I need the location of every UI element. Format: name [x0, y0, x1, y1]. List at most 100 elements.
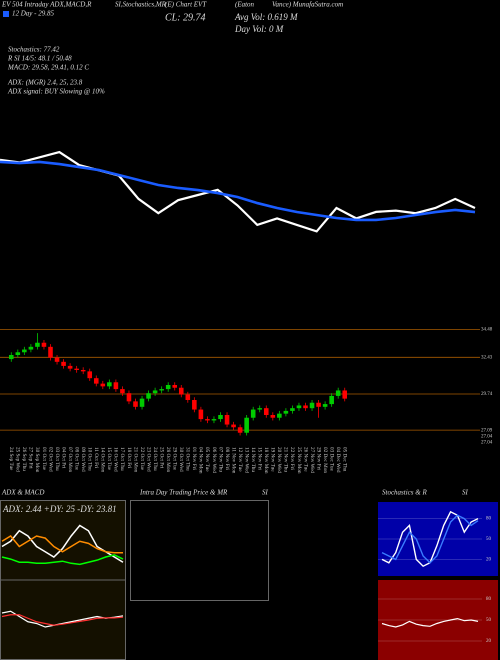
candle-body: [133, 401, 138, 407]
candle-body: [211, 419, 217, 421]
stat: R SI 14/5: 48.1 / 50.48: [7, 55, 72, 63]
candle-body: [100, 383, 106, 387]
adx-stat: ADX signal: BUY Slowing @ 10%: [7, 88, 105, 96]
candle-body: [277, 413, 282, 418]
x-tick-label: 21 Oct Mon: [132, 447, 138, 472]
candle-body: [54, 357, 60, 362]
candle-body: [8, 355, 14, 360]
header-text: EV 504 Intraday ADX,MACD,R: [1, 1, 92, 9]
x-tick-label: 14 Nov Thu: [250, 447, 256, 472]
candle-body: [263, 408, 269, 415]
candle-body: [205, 419, 210, 421]
x-tick-label: 31 Oct Thu: [185, 447, 191, 471]
stat: MACD: 29.58, 29.41, 0.12 C: [7, 64, 89, 72]
candle-body: [244, 417, 249, 433]
series-line: [1, 554, 124, 566]
x-tick-label: 11 Nov Mon: [230, 447, 236, 474]
avg-vol: Avg Vol: 0.619 M: [234, 12, 298, 22]
x-tick-label: 23 Oct Wed: [145, 447, 151, 472]
candle-body: [15, 352, 21, 355]
candle-body: [329, 395, 334, 405]
candle-body: [35, 342, 40, 347]
y-tick-label: 29.74: [481, 392, 493, 397]
panel-subtitle: ADX: 2.44 +DY: 25 -DY: 23.81: [2, 504, 117, 514]
x-tick-label: 12 Nov Tue: [237, 447, 243, 472]
x-tick-label: 01 Oct Tue: [41, 447, 47, 471]
x-tick-label: 21 Nov Thu: [283, 447, 289, 472]
day-vol: Day Vol: 0 M: [234, 24, 284, 34]
x-tick-label: 06 Nov Wed: [211, 447, 217, 473]
candle-body: [48, 346, 53, 358]
candle-body: [61, 361, 66, 366]
x-tick-label: 25 Oct Fri: [158, 447, 164, 469]
x-tick-label: 08 Oct Tue: [73, 447, 79, 471]
x-tick-label: 15 Oct Tue: [106, 447, 112, 471]
x-tick-label: 20 Nov Wed: [276, 447, 282, 473]
candle-body: [165, 385, 171, 390]
series-line: [1, 535, 123, 554]
candle-body: [22, 349, 27, 353]
stat: Stochastics: 77.42: [8, 46, 60, 54]
candle-body: [198, 409, 204, 420]
x-tick-label: 18 Oct Fri: [126, 447, 132, 469]
candle-body: [74, 368, 79, 370]
candle-body: [192, 400, 197, 410]
x-tick-label: 15 Nov Fri: [257, 447, 263, 470]
x-tick-label: 04 Dec Wed: [335, 447, 341, 473]
panel-title: Intra Day Trading Price & MR: [139, 489, 228, 497]
x-tick-label: 26 Nov Tue: [302, 447, 308, 472]
candle-body: [87, 371, 93, 379]
x-tick-label: 19 Nov Tue: [270, 447, 276, 472]
y-tick-label: 50: [486, 537, 492, 542]
panel-title: Stochastics & R: [382, 489, 427, 497]
candle-body: [290, 408, 295, 411]
x-tick-label: 27 Sep Fri: [28, 447, 34, 469]
candle-body: [159, 389, 164, 391]
x-tick-label: 24 Oct Thu: [152, 447, 158, 471]
candle-body: [185, 394, 191, 400]
x-tick-label: 03 Dec Tue: [328, 447, 334, 472]
series-line: [381, 617, 479, 628]
x-tick-label: 02 Dec Mon: [322, 447, 328, 473]
close-label: CL: 29.74: [165, 12, 206, 23]
panel-title: SI: [262, 489, 269, 497]
header-text: Vance) MunafaSutra.com: [272, 1, 343, 9]
candle-body: [218, 415, 223, 420]
intraday-panel: [130, 500, 269, 601]
y-tick-label: 80: [486, 597, 492, 602]
adx-stat: ADX: (MGR) 2.4, 25, 23.8: [7, 79, 83, 87]
candle-body: [224, 415, 230, 425]
candle-body: [250, 409, 256, 418]
series-line: [0, 150, 476, 233]
y-tick-label: 32.43: [481, 355, 493, 360]
candle-body: [139, 398, 145, 407]
candle-body: [303, 405, 308, 409]
candle-body: [120, 389, 125, 394]
candle-body: [335, 390, 341, 396]
x-tick-label: 03 Oct Thu: [54, 447, 60, 471]
candle-body: [237, 427, 243, 433]
x-tick-label: 24 Sep Tue: [8, 447, 14, 471]
x-tick-label: 25 Sep Wed: [15, 447, 21, 472]
panel-title: SI: [462, 489, 469, 497]
candle-body: [80, 370, 86, 372]
candle-body: [41, 342, 47, 347]
x-tick-label: 18 Nov Mon: [263, 447, 269, 474]
y-tick-label: 20: [486, 558, 492, 563]
x-tick-label: 30 Oct Wed: [178, 447, 184, 472]
candle-body: [309, 402, 315, 409]
x-tick-label: 28 Oct Mon: [165, 447, 171, 472]
stoch-panel: [378, 502, 498, 576]
rsi-panel: [378, 580, 498, 660]
candle-body: [28, 346, 34, 350]
candle-body: [231, 424, 236, 428]
ma-swatch: [3, 11, 9, 17]
candle-body: [152, 390, 158, 394]
x-tick-label: 04 Nov Mon: [198, 447, 204, 474]
header-text: SI,Stochastics,MR: [115, 1, 167, 9]
x-tick-label: 05 Dec Thu: [342, 447, 348, 472]
header-text: (Eaton: [235, 1, 255, 9]
x-tick-label: 22 Oct Tue: [139, 447, 145, 471]
candle-body: [107, 382, 112, 387]
x-tick-label: 14 Oct Mon: [100, 447, 106, 472]
